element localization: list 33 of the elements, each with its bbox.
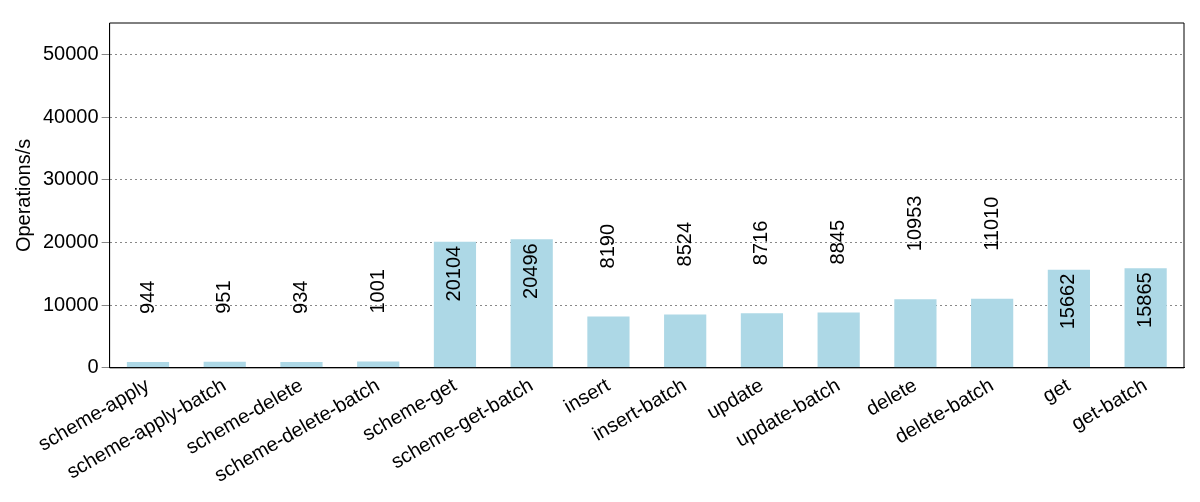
data-label: 8716 [749,220,772,266]
data-label: 15662 [1056,273,1079,330]
y-axis-title: Operations/s [11,138,34,253]
y-tick-label: 20000 [42,229,99,252]
bar [510,239,553,368]
data-label: 934 [288,280,311,314]
data-label: 10953 [902,195,925,252]
data-label: 11010 [979,196,1002,251]
data-label: 944 [135,280,158,314]
data-label: 951 [212,280,235,314]
bar [203,361,246,368]
data-label: 8524 [672,221,695,267]
bar [817,312,860,368]
y-tick-label: 50000 [42,41,99,64]
bar [126,361,170,368]
data-label: 15865 [1133,272,1156,328]
bar [894,299,937,368]
y-tick-label: 0 [87,355,99,378]
bar [971,298,1014,368]
data-label: 20104 [442,245,465,302]
data-label: 8845 [826,219,849,265]
y-tick-label: 30000 [42,167,99,190]
data-label: 1001 [365,269,388,314]
bar [433,241,477,368]
data-label: 8190 [595,223,618,269]
y-tick-label: 10000 [42,292,99,315]
bar [740,313,784,368]
bar [664,314,707,368]
x-tick-label: get [1038,373,1075,407]
data-label: 20496 [519,243,542,299]
bar [587,316,630,368]
y-tick-label: 40000 [42,104,99,127]
bar [280,361,323,368]
